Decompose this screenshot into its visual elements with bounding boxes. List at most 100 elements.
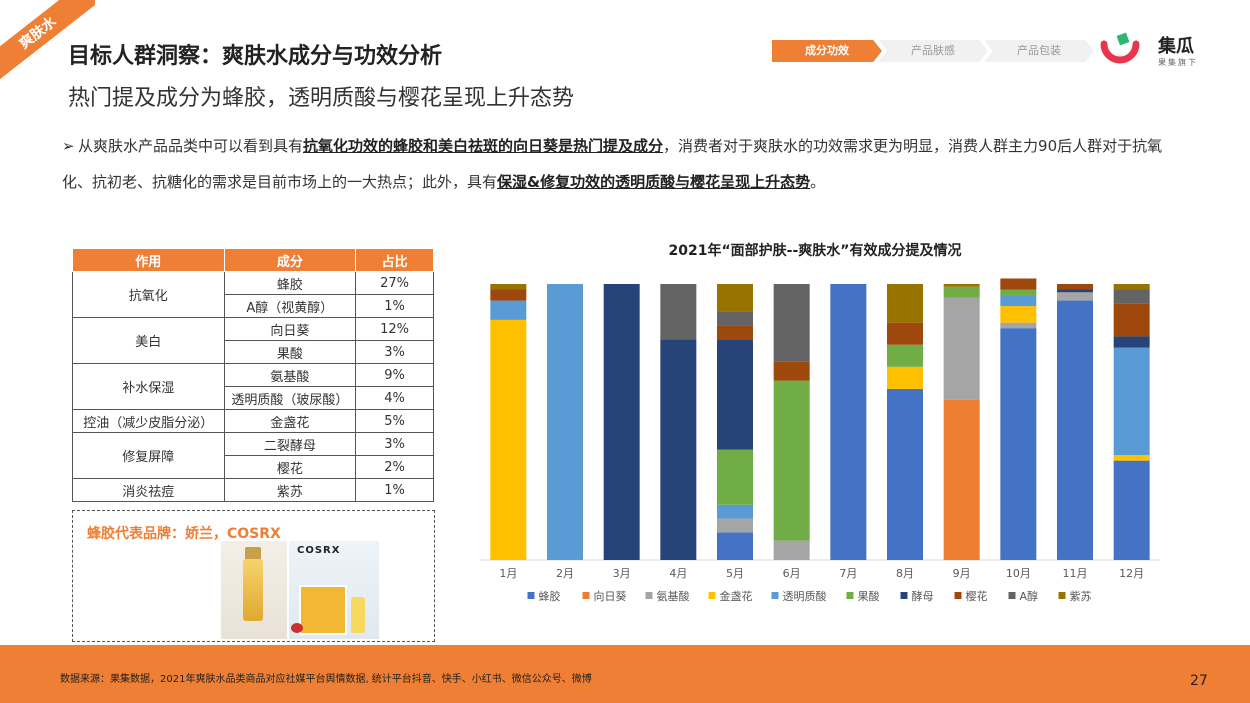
insight-text-1: 从爽肤水产品品类中可以看到具有 xyxy=(78,137,304,155)
bar-segment xyxy=(717,518,753,533)
bar-segment xyxy=(943,399,980,560)
table-cell-share: 5% xyxy=(355,409,434,433)
bar-segment xyxy=(887,366,923,389)
legend-swatch xyxy=(771,592,779,599)
brand-showcase-title: 蜂胶代表品牌：娇兰，COSRX xyxy=(87,526,281,542)
legend-label: 氨基酸 xyxy=(657,589,690,603)
bar-segment xyxy=(1113,303,1150,337)
legend-swatch xyxy=(900,592,908,599)
bar-segment xyxy=(490,319,527,560)
bar-segment xyxy=(490,284,527,290)
bar-segment xyxy=(1113,460,1150,560)
bar-segment xyxy=(1113,336,1150,348)
cosrx-bottle-shape xyxy=(351,597,365,633)
page-title: 目标人群洞察：爽肤水成分与功效分析 xyxy=(68,44,443,69)
x-tick-label: 12月 xyxy=(1119,567,1144,580)
table-cell-ingredient: 二裂酵母 xyxy=(223,432,357,456)
table-cell-effect: 消炎祛痘 xyxy=(72,478,225,502)
bar-segment xyxy=(1000,306,1037,323)
legend-item: 蜂胶 xyxy=(527,589,561,603)
bar-segment xyxy=(717,311,753,326)
breadcrumb-item-texture[interactable]: 产品肤感 xyxy=(878,40,988,62)
x-tick-label: 2月 xyxy=(556,567,574,580)
table-cell-effect: 补水保湿 xyxy=(72,363,225,410)
table-cell-ingredient: A醇（视黄醇） xyxy=(223,294,357,318)
guerlain-product-image xyxy=(221,541,287,639)
table-cell-effect: 美白 xyxy=(72,317,225,364)
bar-segment xyxy=(830,284,867,560)
insight-highlight-1: 抗氧化功效的蜂胶和美白祛斑的向日葵是热门提及成分 xyxy=(303,137,664,155)
table-row: A醇（视黄醇） 1% xyxy=(73,294,434,318)
table-cell-share: 1% xyxy=(355,478,434,502)
page-subtitle: 热门提及成分为蜂胶，透明质酸与樱花呈现上升态势 xyxy=(68,86,575,111)
bar-segment xyxy=(943,286,980,298)
bar-segment xyxy=(717,325,753,340)
data-source-note: 数据来源：果集数据，2021年爽肤水品类商品对应社媒平台舆情数据, 统计平台抖音… xyxy=(60,674,592,685)
bar-segment xyxy=(943,297,980,400)
bottle-cap-shape xyxy=(245,547,261,561)
x-tick-label: 10月 xyxy=(1006,567,1031,580)
bar-segment xyxy=(1113,455,1150,461)
legend-item: 紫苏 xyxy=(1058,590,1092,603)
chart-title: 2021年“面部护肤--爽肤水”有效成分提及情况 xyxy=(668,243,962,259)
legend-swatch xyxy=(954,592,962,599)
cosrx-product-image: COSRX xyxy=(289,541,379,639)
legend-swatch xyxy=(582,592,590,599)
legend-item: 果酸 xyxy=(846,589,880,603)
bottle-shape xyxy=(243,559,263,621)
x-tick-label: 7月 xyxy=(839,567,857,580)
bar-segment xyxy=(773,540,810,560)
x-tick-label: 5月 xyxy=(726,567,744,580)
legend-label: 向日葵 xyxy=(594,589,627,603)
brand-showcase: 蜂胶代表品牌：娇兰，COSRX COSRX xyxy=(72,510,435,642)
ingredient-table: 作用 成分 占比 抗氧化 蜂胶 27% A醇（视黄醇） 1% 美白 向日葵 12… xyxy=(72,248,434,502)
legend-label: 金盏花 xyxy=(720,589,753,603)
legend-swatch xyxy=(527,592,535,599)
bar-segment xyxy=(717,284,753,312)
legend-item: 金盏花 xyxy=(708,589,753,603)
x-tick-label: 3月 xyxy=(613,567,631,580)
table-row: 补水保湿 氨基酸 9% xyxy=(72,363,434,410)
table-cell-share: 2% xyxy=(355,455,434,479)
insight-highlight-2: 保湿&修复功效的透明质酸与樱花呈现上升态势 xyxy=(497,173,811,191)
table-header-ingredient: 成分 xyxy=(223,248,357,272)
breadcrumb: 成分功效 产品肤感 产品包装 xyxy=(772,40,1094,62)
legend-label: 透明质酸 xyxy=(783,589,827,603)
table-cell-ingredient: 向日葵 xyxy=(223,317,357,341)
table-row: 美白 向日葵 12% xyxy=(72,317,434,364)
table-header-row: 作用 成分 占比 xyxy=(72,248,434,272)
bar-segment xyxy=(1113,284,1150,290)
flower-shape xyxy=(291,623,303,633)
cosrx-box-shape xyxy=(299,585,347,635)
insight-text-3: 。 xyxy=(810,173,826,191)
bar-segment xyxy=(773,361,810,381)
bar-segment xyxy=(887,344,923,367)
legend-item: 氨基酸 xyxy=(645,589,690,603)
legend-swatch xyxy=(1008,592,1016,599)
cosrx-logo-text: COSRX xyxy=(297,545,341,556)
table-cell-share: 9% xyxy=(355,363,434,387)
legend-label: 酵母 xyxy=(912,590,934,603)
bar-segment xyxy=(547,284,583,560)
table-header-effect: 作用 xyxy=(72,248,225,272)
bullet-arrow-icon: ➢ xyxy=(62,137,75,155)
bar-segment xyxy=(1113,289,1150,304)
table-cell-effect: 控油（减少皮脂分泌） xyxy=(72,409,225,433)
breadcrumb-item-ingredients[interactable]: 成分功效 xyxy=(772,40,882,62)
bar-segment xyxy=(1000,295,1037,307)
table-row: 樱花 2% xyxy=(73,455,434,479)
x-tick-label: 11月 xyxy=(1063,567,1088,580)
insight-text-2: ，消费者对于爽肤水的功效需求更为明显，消费人群主力90后人群对于抗氧化、抗初老、… xyxy=(62,137,1163,191)
legend-label: 蜂胶 xyxy=(539,589,561,603)
table-cell-ingredient: 紫苏 xyxy=(223,478,357,502)
bar-segment xyxy=(943,284,980,287)
legend-swatch xyxy=(1058,592,1066,599)
legend-label: A醇 xyxy=(1020,589,1039,603)
bar-segment xyxy=(887,284,923,323)
table-cell-ingredient: 氨基酸 xyxy=(223,363,357,387)
x-tick-label: 4月 xyxy=(669,567,687,580)
breadcrumb-item-packaging[interactable]: 产品包装 xyxy=(984,40,1094,62)
legend-label: 樱花 xyxy=(966,590,988,603)
legend-label: 紫苏 xyxy=(1070,590,1092,603)
